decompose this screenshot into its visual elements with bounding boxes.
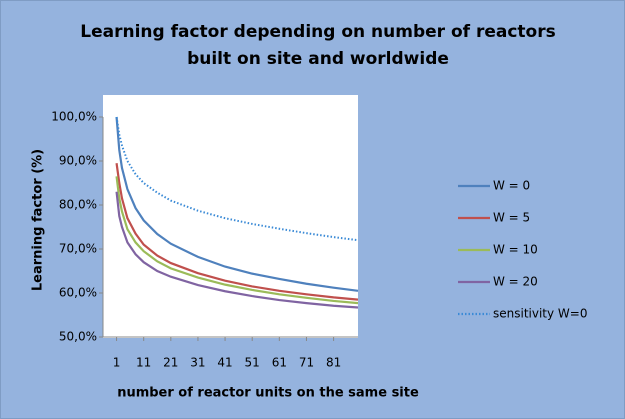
x-tick-label: 71 bbox=[299, 356, 314, 370]
legend-label: W = 0 bbox=[493, 179, 530, 193]
series-line bbox=[115, 163, 359, 301]
x-tick-label: 51 bbox=[245, 356, 260, 370]
legend-label: W = 10 bbox=[493, 243, 538, 257]
plot-area bbox=[103, 95, 358, 338]
x-tick-label: 41 bbox=[217, 356, 232, 370]
chart-title-line: Learning factor depending on number of r… bbox=[80, 22, 555, 42]
legend-label: W = 20 bbox=[493, 275, 538, 289]
y-tick-label: 100,0% bbox=[51, 110, 97, 124]
x-tick-label: 21 bbox=[163, 356, 178, 370]
y-tick-label: 80,0% bbox=[59, 198, 97, 212]
x-tick-label: 81 bbox=[326, 356, 341, 370]
series-line bbox=[115, 191, 359, 309]
series-line bbox=[115, 116, 359, 242]
x-tick-label: 31 bbox=[190, 356, 205, 370]
x-tick-label: 1 bbox=[113, 356, 121, 370]
chart-title-line: built on site and worldwide bbox=[187, 49, 449, 69]
series-line bbox=[115, 176, 359, 305]
y-tick-label: 70,0% bbox=[59, 242, 97, 256]
y-tick-label: 90,0% bbox=[59, 154, 97, 168]
series-line bbox=[115, 116, 359, 292]
y-axis-title: Learning factor (%) bbox=[31, 149, 46, 291]
x-tick-label: 61 bbox=[272, 356, 287, 370]
legend-label: sensitivity W=0 bbox=[493, 307, 587, 321]
y-tick-label: 50,0% bbox=[59, 330, 97, 344]
y-tick-label: 60,0% bbox=[59, 286, 97, 300]
x-tick-label: 11 bbox=[136, 356, 151, 370]
legend-label: W = 5 bbox=[493, 211, 530, 225]
x-axis-title: number of reactor units on the same site bbox=[117, 386, 419, 401]
